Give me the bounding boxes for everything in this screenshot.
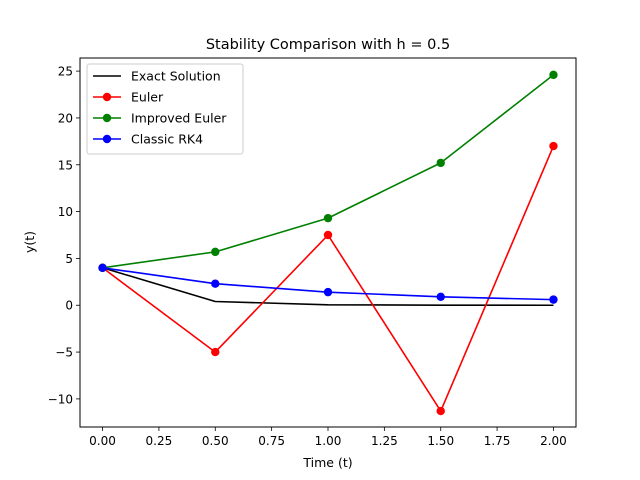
x-tick-label: 0.75 xyxy=(258,434,285,448)
data-point-improved-euler xyxy=(211,247,220,257)
legend-box xyxy=(86,63,244,155)
data-point-euler xyxy=(549,141,558,151)
chart-title: Stability Comparison with h = 0.5 xyxy=(206,37,450,53)
data-point-euler xyxy=(436,406,445,416)
x-tick-label: 1.25 xyxy=(371,434,398,448)
legend-marker-classic-rk4 xyxy=(102,134,112,144)
data-point-classic-rk4 xyxy=(436,292,445,302)
x-tick-label: 2.00 xyxy=(540,434,567,448)
y-tick-label: 25 xyxy=(58,65,73,79)
y-tick-label: 10 xyxy=(58,205,73,219)
data-point-euler xyxy=(211,347,220,357)
y-tick-label: 5 xyxy=(65,252,73,266)
x-axis-label: Time (t) xyxy=(302,455,352,470)
x-tick-label: 1.00 xyxy=(315,434,342,448)
series-classic-rk4 xyxy=(98,263,558,304)
y-tick-label: −10 xyxy=(48,392,73,406)
legend-marker-improved-euler xyxy=(102,113,112,123)
plot-area xyxy=(98,70,558,416)
data-point-classic-rk4 xyxy=(211,279,220,288)
y-tick-label: 0 xyxy=(65,299,73,313)
data-point-improved-euler xyxy=(549,70,558,80)
y-tick-label: −5 xyxy=(55,346,73,360)
data-point-improved-euler xyxy=(323,213,333,223)
legend-label-classic-rk4: Classic RK4 xyxy=(131,132,203,147)
data-point-classic-rk4 xyxy=(323,287,333,297)
data-point-classic-rk4 xyxy=(98,263,107,272)
series-exact-solution xyxy=(102,267,554,307)
x-axis: 0.00 0.25 0.50 0.75 1.00 1.25 1.50 1.75 2.00 xyxy=(89,427,567,448)
data-point-euler xyxy=(323,230,333,240)
legend-label-exact-solution: Exact Solution xyxy=(131,69,221,84)
legend-label-improved-euler: Improved Euler xyxy=(131,111,227,126)
x-tick-label: 0.50 xyxy=(202,434,229,448)
x-tick-label: 1.50 xyxy=(427,434,454,448)
x-tick-label: 1.75 xyxy=(484,434,511,448)
legend: Exact Solution Euler Improved Euler Classic… xyxy=(86,63,244,155)
data-point-classic-rk4 xyxy=(549,295,558,304)
x-tick-label: 0.25 xyxy=(146,434,173,448)
data-point-improved-euler xyxy=(436,158,445,168)
legend-label-euler: Euler xyxy=(131,90,164,105)
y-axis: −10 −5 0 5 10 15 20 25 xyxy=(48,65,80,406)
series-line-exact-solution xyxy=(102,267,554,307)
legend-marker-euler xyxy=(102,92,112,102)
x-tick-label: 0.00 xyxy=(89,434,116,448)
y-axis-label: y(t) xyxy=(22,231,37,253)
y-tick-label: 20 xyxy=(58,111,73,125)
series-improved-euler xyxy=(98,70,558,272)
y-tick-label: 15 xyxy=(58,158,73,172)
